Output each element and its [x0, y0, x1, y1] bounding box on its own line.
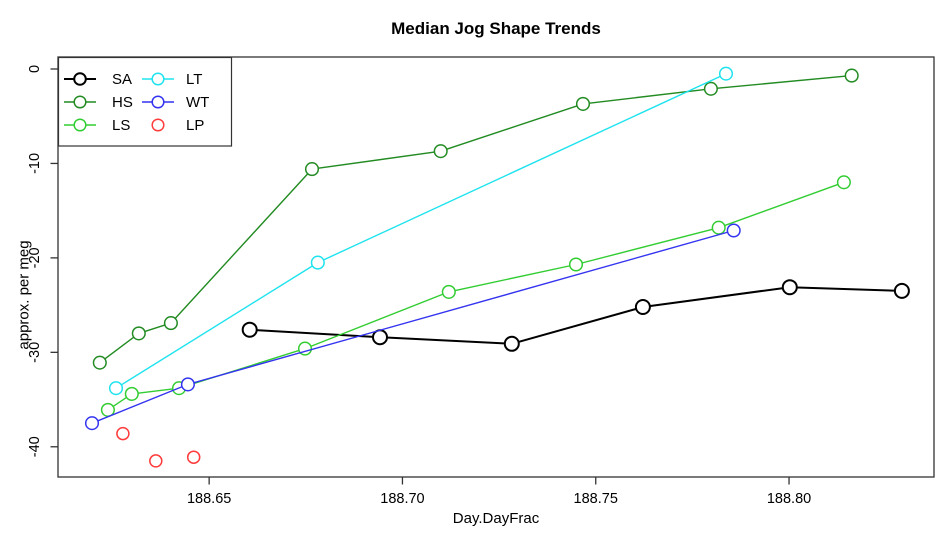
- legend-marker-LT: [151, 72, 165, 86]
- legend-marker-HS: [73, 95, 87, 109]
- legend-label-LP: LP: [186, 117, 204, 134]
- data-point-WT: [726, 223, 741, 238]
- y-axis: 0 -10 -20 -30 -40: [27, 65, 58, 457]
- data-point-LP: [116, 426, 130, 441]
- data-point-LT: [108, 381, 124, 396]
- data-point-LS: [441, 284, 456, 299]
- data-point-LS: [836, 175, 851, 190]
- legend-marker-SA: [73, 72, 87, 86]
- legend-marker-LS: [73, 118, 87, 132]
- y-tick-label: -30: [27, 342, 43, 363]
- legend-marker-WT: [151, 95, 165, 109]
- series-LP: [116, 426, 201, 468]
- legend: SA HS LS LT WT LP: [57, 56, 233, 147]
- data-point-SA: [634, 299, 651, 315]
- x-tick-label: 188.70: [380, 491, 424, 507]
- legend-entry-WT: WT: [142, 94, 209, 111]
- legend-entry-HS: HS: [64, 94, 133, 111]
- data-point-SA: [241, 321, 258, 338]
- data-point-HS: [575, 96, 591, 111]
- y-tick-label: -40: [27, 436, 43, 457]
- series-LS: [100, 175, 851, 417]
- y-tick-label: 0: [27, 65, 43, 73]
- data-point-LP: [186, 450, 201, 464]
- x-tick-label: 188.65: [187, 491, 231, 507]
- x-axis: 188.65 188.70 188.75 188.80: [187, 477, 811, 507]
- x-axis-label: Day.DayFrac: [452, 510, 540, 527]
- y-tick-label: -10: [27, 153, 43, 174]
- legend-label-HS: HS: [112, 94, 133, 111]
- data-point-HS: [163, 316, 178, 331]
- data-point-HS: [304, 162, 320, 177]
- legend-label-LS: LS: [112, 117, 130, 134]
- data-point-WT: [84, 416, 100, 431]
- data-point-HS: [433, 144, 448, 159]
- data-point-SA: [781, 279, 798, 296]
- series-line-LS: [107, 181, 845, 411]
- data-point-WT: [180, 377, 195, 392]
- data-point-LP: [149, 454, 163, 468]
- plot-border: [57, 56, 935, 478]
- x-tick-label: 188.80: [767, 491, 811, 507]
- data-point-HS: [92, 355, 107, 370]
- x-tick-label: 188.75: [574, 491, 618, 507]
- data-point-SA: [893, 282, 910, 299]
- legend-entry-LP: LP: [151, 117, 204, 134]
- data-point-LS: [124, 386, 139, 401]
- data-point-LS: [711, 220, 726, 235]
- series-line-SA: [249, 286, 902, 345]
- data-point-LS: [568, 257, 584, 272]
- data-point-SA: [503, 335, 520, 352]
- chart-title: Median Jog Shape Trends: [391, 19, 601, 38]
- series-LT: [108, 66, 734, 396]
- legend-label-LT: LT: [186, 71, 202, 88]
- series-line-WT: [91, 229, 734, 424]
- data-point-HS: [703, 81, 718, 96]
- data-point-HS: [131, 326, 146, 341]
- legend-entry-LS: LS: [64, 117, 130, 134]
- y-tick-label: -20: [27, 247, 43, 268]
- legend-label-WT: WT: [186, 94, 209, 111]
- data-point-LT: [310, 255, 325, 270]
- data-point-LT: [718, 66, 734, 81]
- y-axis-label: approx. per meg: [15, 240, 33, 350]
- legend-entry-LT: LT: [142, 71, 202, 88]
- series-WT: [84, 223, 741, 431]
- data-point-HS: [844, 68, 859, 83]
- legend-marker-LP: [151, 118, 165, 132]
- legend-entry-SA: SA: [64, 71, 132, 88]
- legend-label-SA: SA: [112, 71, 132, 88]
